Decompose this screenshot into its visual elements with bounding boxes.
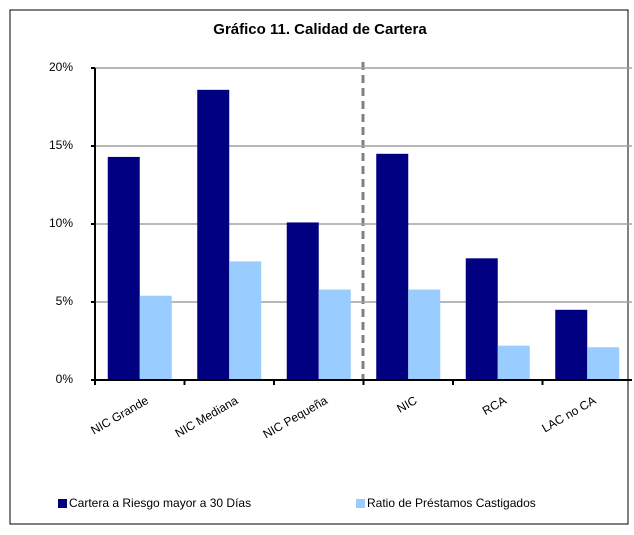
bar [555, 309, 588, 380]
bar [408, 289, 441, 380]
bar [229, 261, 262, 380]
bar [376, 153, 409, 380]
bar [465, 258, 498, 380]
chart-frame [9, 9, 629, 525]
legend-label: Cartera a Riesgo mayor a 30 Días [69, 496, 251, 510]
bar [107, 156, 140, 380]
y-tick-label: 0% [56, 372, 74, 386]
bar [497, 345, 530, 380]
legend-label: Ratio de Préstamos Castigados [367, 496, 536, 510]
y-tick-label: 15% [49, 138, 73, 152]
bar [587, 347, 620, 380]
bar [139, 295, 172, 380]
chart-title: Gráfico 11. Calidad de Cartera [213, 21, 427, 38]
bar [286, 222, 319, 380]
legend-swatch [58, 499, 67, 508]
legend-swatch [356, 499, 365, 508]
bar [318, 289, 351, 380]
y-tick-label: 5% [56, 294, 74, 308]
y-tick-label: 10% [49, 216, 73, 230]
bar [197, 89, 230, 380]
y-tick-label: 20% [49, 60, 73, 74]
